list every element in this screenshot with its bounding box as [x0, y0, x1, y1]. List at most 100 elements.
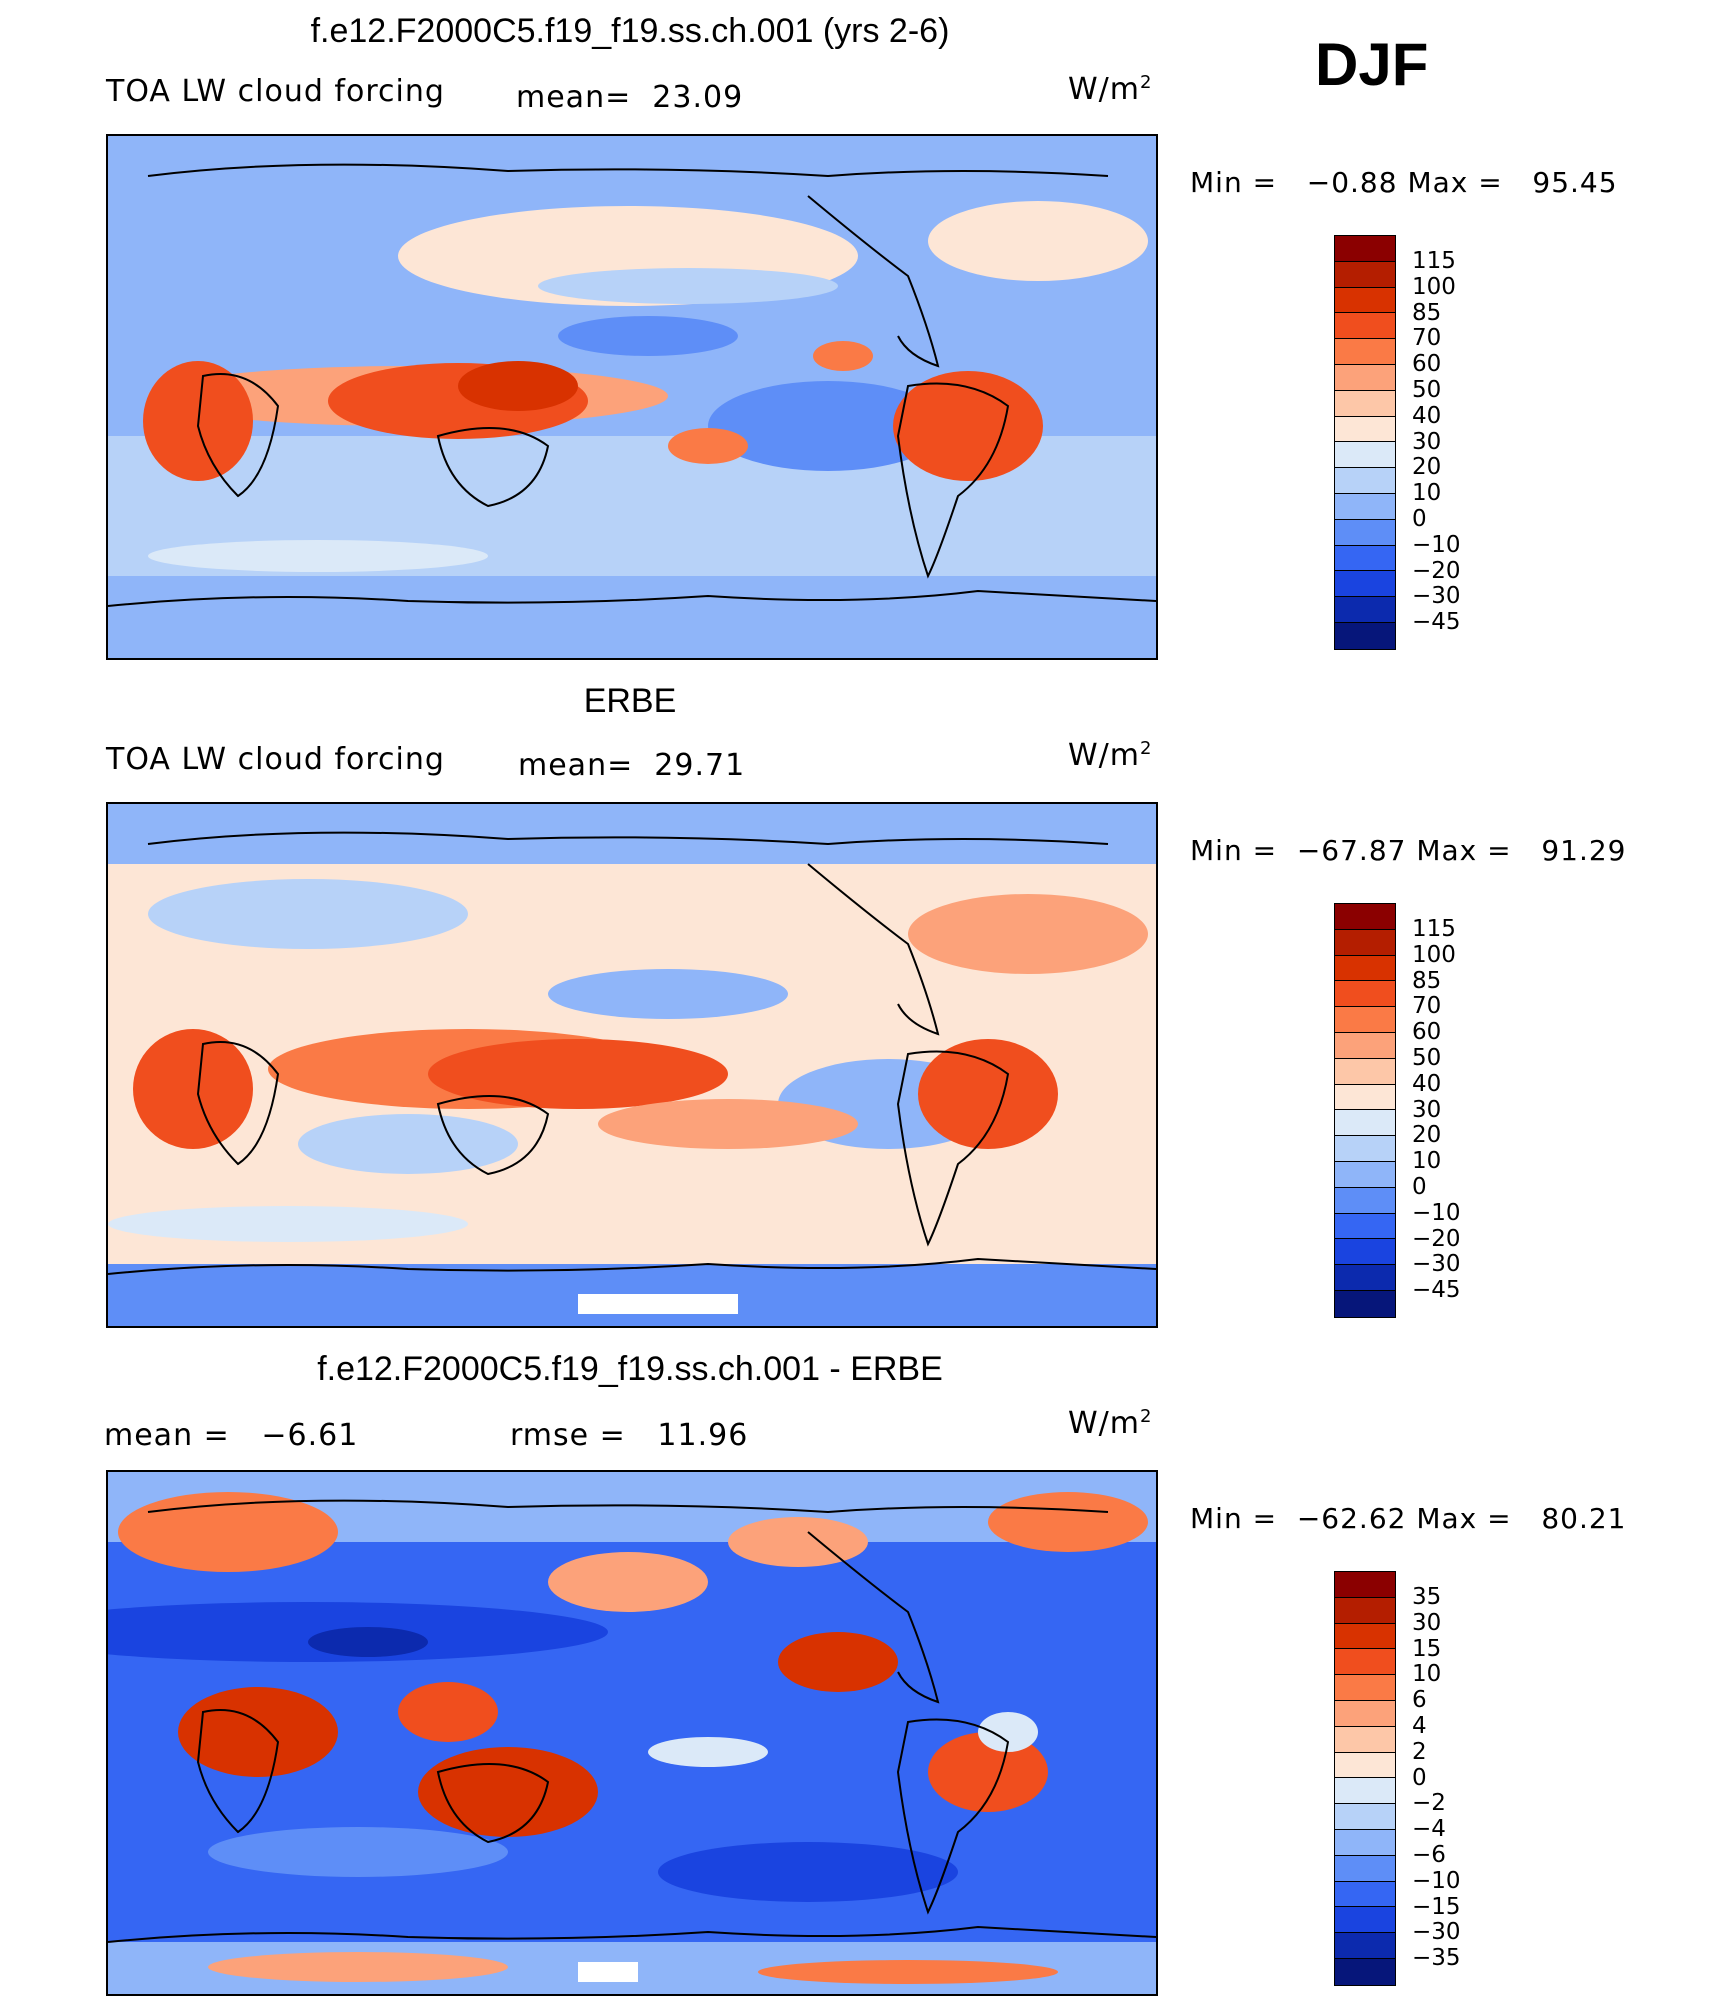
colorbar-swatch [1335, 1136, 1395, 1162]
colorbar-swatch [1335, 955, 1395, 982]
colorbar-tick-label: 85 [1412, 967, 1442, 994]
colorbar-swatch [1335, 287, 1395, 314]
colorbar-tick-label: −20 [1412, 557, 1461, 584]
colorbar-tick-label: 10 [1412, 1148, 1442, 1175]
colorbar-tick-label: 10 [1412, 1661, 1442, 1688]
colorbar-swatch [1335, 1110, 1395, 1137]
colorbar-swatch [1335, 1572, 1395, 1598]
panel-1-field-label: TOA LW cloud forcing [106, 74, 445, 109]
colorbar-tick-label: 50 [1412, 376, 1442, 403]
colorbar-tick-label: 100 [1412, 273, 1456, 300]
colorbar-tick-label: −30 [1412, 1251, 1461, 1278]
season-label: DJF [1315, 31, 1429, 98]
colorbar-swatch [1335, 364, 1395, 391]
colorbar-swatch [1335, 519, 1395, 546]
panel-3-colorbar-ticks: 35 30 15 10 6 4 2 0 −2 −4 −6 −10 −15 −30 −35 [1412, 1584, 1461, 1972]
panel-1-colorbar-ticks: 115 100 85 70 60 50 40 30 20 10 0 −10 −20 −30 −45 [1412, 248, 1461, 636]
colorbar-tick-label: −6 [1412, 1841, 1446, 1868]
panel-2-colorbar-ticks: 115 100 85 70 60 50 40 30 20 10 0 −10 −20 −30 −45 [1412, 916, 1461, 1304]
colorbar-swatch [1335, 1700, 1395, 1727]
colorbar-tick-label: 35 [1412, 1584, 1442, 1610]
colorbar-tick-label: 10 [1412, 480, 1442, 507]
colorbar-swatch [1335, 1597, 1395, 1624]
colorbar-swatch [1335, 1778, 1395, 1805]
colorbar-swatch [1335, 1187, 1395, 1214]
colorbar-tick-label: 30 [1412, 1096, 1442, 1123]
colorbar-swatch [1335, 1675, 1395, 1701]
colorbar-swatch [1335, 597, 1395, 623]
colorbar-tick-label: 40 [1412, 1070, 1442, 1097]
colorbar-swatch [1335, 1265, 1395, 1291]
colorbar-swatch [1335, 1804, 1395, 1830]
colorbar-tick-label: 15 [1412, 1635, 1442, 1662]
colorbar-swatch [1335, 313, 1395, 340]
colorbar-tick-label: 115 [1412, 916, 1456, 942]
panel-1-colorbar [1334, 235, 1396, 650]
colorbar-swatch [1335, 390, 1395, 417]
colorbar-tick-label: 115 [1412, 248, 1456, 274]
colorbar-swatch [1335, 622, 1395, 649]
panel-1-map-field [108, 136, 1156, 658]
colorbar-tick-label: −4 [1412, 1816, 1446, 1843]
colorbar-swatch [1335, 1881, 1395, 1908]
panel-2-title: ERBE [583, 682, 677, 720]
colorbar-swatch [1335, 1623, 1395, 1650]
colorbar-swatch [1335, 1829, 1395, 1856]
colorbar-swatch [1335, 545, 1395, 572]
colorbar-tick-label: 0 [1412, 1764, 1427, 1791]
colorbar-swatch [1335, 339, 1395, 365]
colorbar-tick-label: 0 [1412, 1173, 1427, 1200]
colorbar-tick-label: −10 [1412, 531, 1461, 558]
colorbar-swatch [1335, 571, 1395, 598]
colorbar-swatch [1335, 1058, 1395, 1085]
colorbar-tick-label: 6 [1412, 1687, 1427, 1714]
colorbar-tick-label: 40 [1412, 402, 1442, 429]
colorbar-tick-label: −10 [1412, 1867, 1461, 1894]
colorbar-swatch [1335, 1084, 1395, 1111]
colorbar-tick-label: −2 [1412, 1790, 1446, 1817]
panel-1-title: f.e12.F2000C5.f19_f19.ss.ch.001 (yrs 2-6… [310, 12, 950, 50]
colorbar-swatch [1335, 1933, 1395, 1959]
colorbar-tick-label: −45 [1412, 609, 1461, 636]
colorbar-tick-label: 20 [1412, 454, 1442, 481]
panel-1-mean: mean= 23.09 [516, 80, 744, 115]
colorbar-tick-label: −20 [1412, 1225, 1461, 1252]
colorbar-swatch [1335, 468, 1395, 494]
panel-3-map [106, 1470, 1158, 1996]
panel-2-colorbar [1334, 903, 1396, 1318]
colorbar-swatch [1335, 929, 1395, 956]
colorbar-swatch [1335, 261, 1395, 288]
colorbar-swatch [1335, 1752, 1395, 1779]
panel-2-map-field [108, 804, 1156, 1326]
panel-2-mean: mean= 29.71 [518, 748, 746, 783]
panel-1-minmax: Min = −0.88 Max = 95.45 [1190, 166, 1618, 199]
panel-2-field-label: TOA LW cloud forcing [106, 742, 445, 777]
colorbar-swatch [1335, 1239, 1395, 1266]
colorbar-tick-label: 60 [1412, 351, 1442, 378]
colorbar-tick-label: 70 [1412, 325, 1442, 352]
panel-3-title: f.e12.F2000C5.f19_f19.ss.ch.001 - ERBE [317, 1350, 943, 1388]
colorbar-swatch [1335, 1032, 1395, 1059]
panel-3-minmax: Min = −62.62 Max = 80.21 [1190, 1502, 1627, 1535]
colorbar-swatch [1335, 416, 1395, 443]
panel-2-units: W/m2 [1068, 738, 1153, 773]
colorbar-tick-label: 2 [1412, 1738, 1427, 1765]
colorbar-swatch [1335, 1855, 1395, 1882]
colorbar-swatch [1335, 1649, 1395, 1676]
colorbar-tick-label: −45 [1412, 1277, 1461, 1304]
colorbar-swatch [1335, 1907, 1395, 1934]
colorbar-tick-label: 0 [1412, 505, 1427, 532]
panel-3-colorbar [1334, 1571, 1396, 1986]
panel-3-units: W/m2 [1068, 1406, 1153, 1441]
colorbar-swatch [1335, 1290, 1395, 1317]
colorbar-swatch [1335, 1726, 1395, 1753]
panel-2-minmax: Min = −67.87 Max = 91.29 [1190, 834, 1627, 867]
colorbar-tick-label: 60 [1412, 1019, 1442, 1046]
colorbar-tick-label: 100 [1412, 941, 1456, 968]
colorbar-swatch [1335, 1007, 1395, 1033]
colorbar-tick-label: 85 [1412, 299, 1442, 326]
colorbar-tick-label: −30 [1412, 583, 1461, 610]
colorbar-tick-label: 70 [1412, 993, 1442, 1020]
panel-3-rmse: rmse = 11.96 [510, 1418, 749, 1453]
colorbar-tick-label: −10 [1412, 1199, 1461, 1226]
